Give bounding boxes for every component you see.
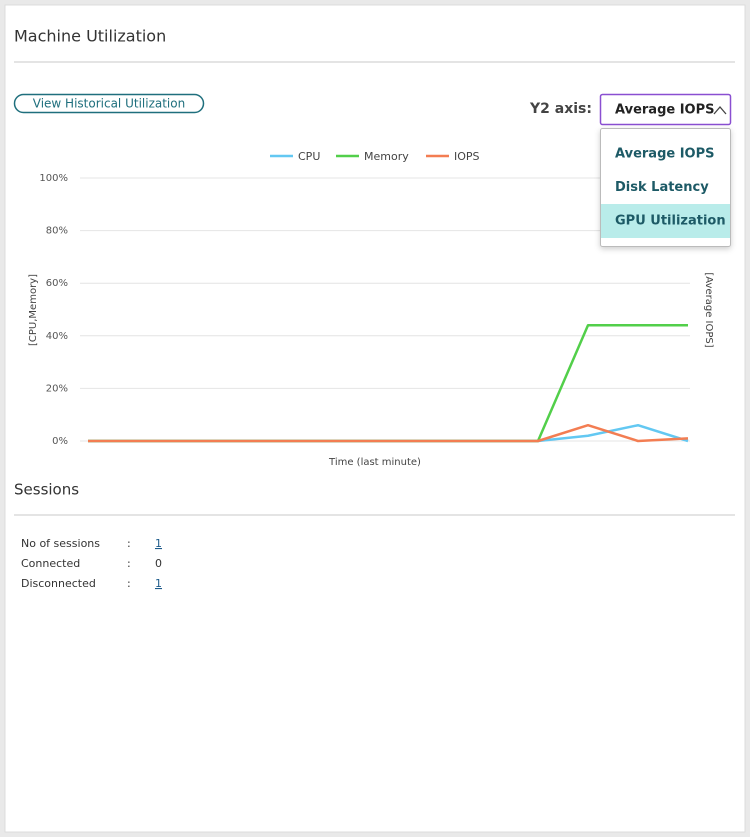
dropdown-value[interactable]: Average IOPS [615,103,715,118]
menu-option[interactable]: Average IOPS [615,147,715,162]
legend-label[interactable]: CPU [298,150,320,163]
legend-label[interactable]: Memory [364,150,409,163]
button-label[interactable]: View Historical Utilization [33,97,185,111]
series-line [88,423,689,443]
row-link[interactable]: 1 [155,577,162,590]
row-value: 0 [155,557,162,570]
dropdown-box[interactable] [599,93,732,126]
y-tick-label: 80% [46,226,68,237]
menu-option[interactable]: GPU Utilization [615,214,726,229]
y-tick-label: 100% [39,173,68,184]
dropdown-menu: Average IOPS Disk Latency GPU Utilization [600,128,731,247]
row-label: Connected [21,557,80,570]
panel-title: Machine Utilization [14,27,166,46]
button-frame[interactable] [13,93,205,114]
separator: : [127,537,131,550]
chevron[interactable] [713,106,727,115]
y-axis-title: [CPU,Memory] [28,274,39,346]
option-highlight[interactable] [601,204,730,238]
y2-dropdown[interactable]: Average IOPS [599,93,732,126]
separator: : [127,557,131,570]
sessions-table: No of sessions : 1 Connected : 0 Disconn… [21,537,162,590]
row-link[interactable]: 1 [155,537,162,550]
x-axis-title: Time (last minute) [328,457,421,468]
legend-label[interactable]: IOPS [454,150,480,163]
y2-axis-title: [Average IOPS] [703,272,714,347]
row-label: Disconnected [21,577,96,590]
y-tick-label: 60% [46,278,68,289]
y2-label: Y2 axis: [529,101,592,117]
historical-button[interactable]: View Historical Utilization [13,93,205,114]
chart: 0% 20% 40% 60% 80% 100% Time (last minute) [CPU… [28,150,714,468]
separator: : [127,577,131,590]
y-tick-label: 20% [46,383,68,394]
y-tick-label: 40% [46,331,68,342]
sessions-title: Sessions [14,481,79,499]
row-label: No of sessions [21,537,100,550]
y-tick-label: 0% [52,436,68,447]
menu-option[interactable]: Disk Latency [615,180,709,195]
